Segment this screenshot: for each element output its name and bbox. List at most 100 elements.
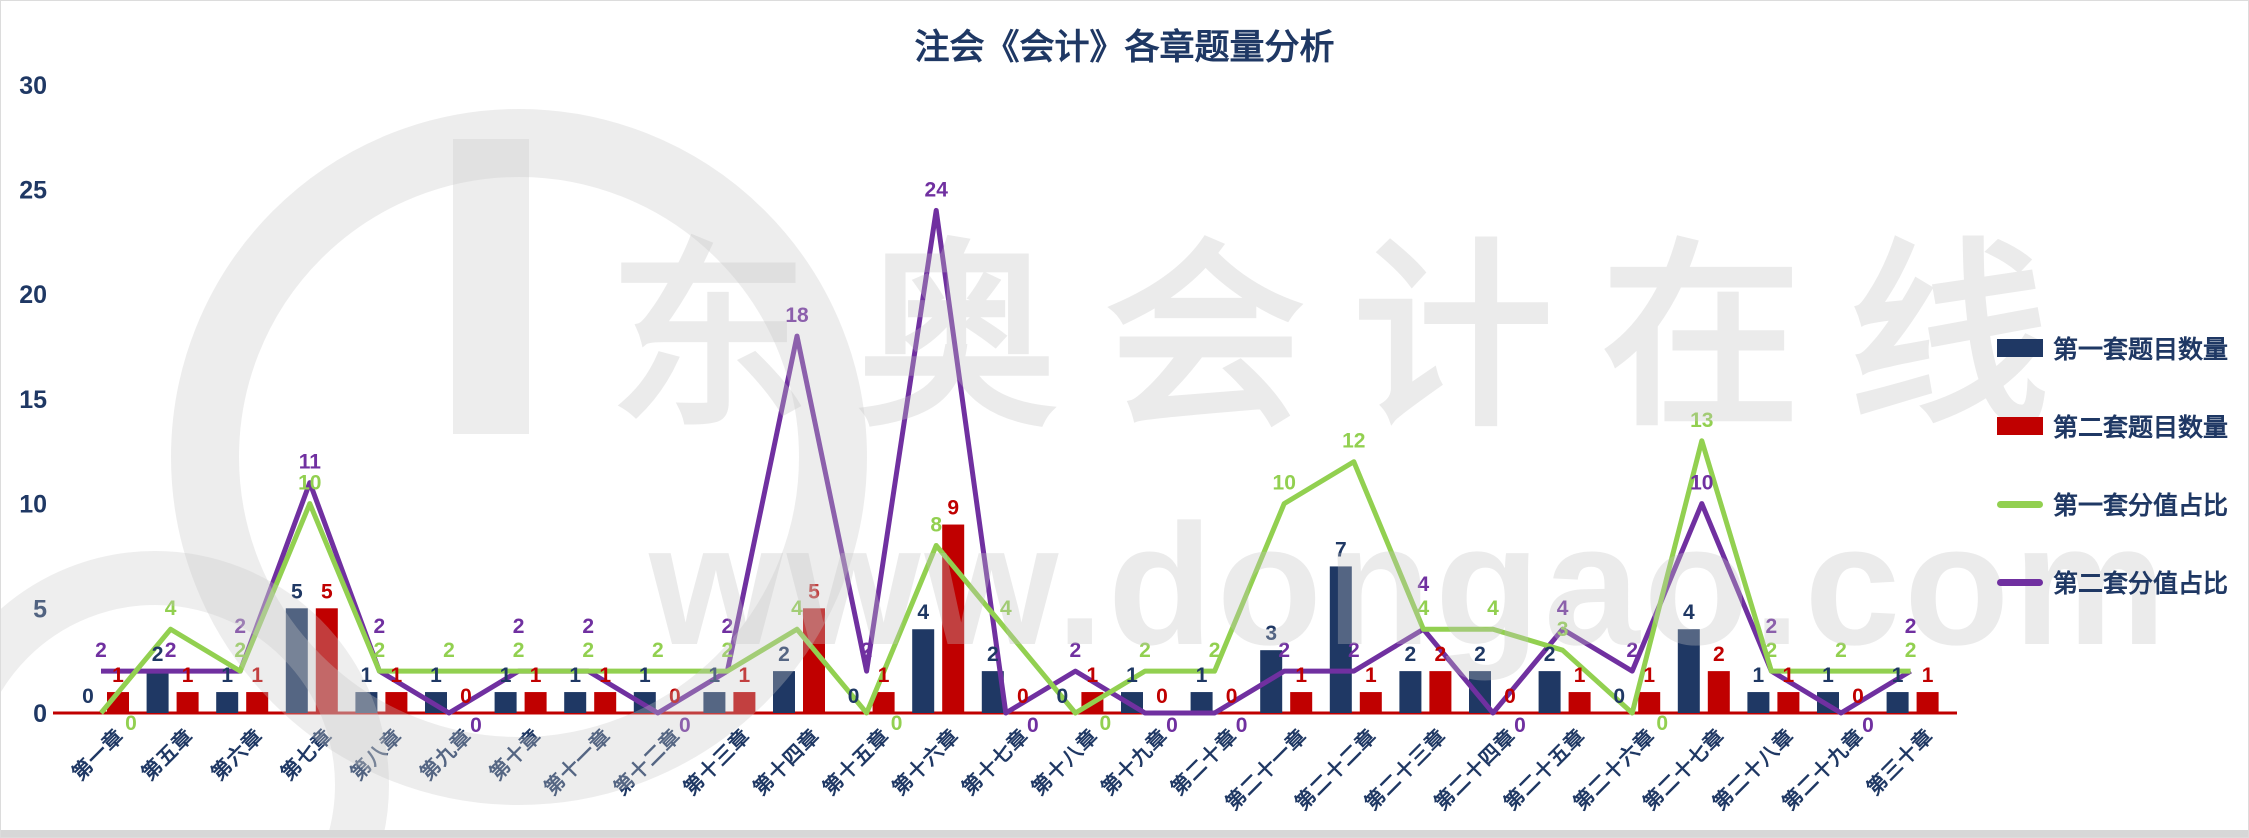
svg-text:第五章: 第五章 [137, 724, 199, 786]
bar-set2 [1638, 692, 1661, 713]
svg-text:0: 0 [1613, 685, 1625, 708]
svg-text:2: 2 [1766, 615, 1778, 638]
svg-text:1: 1 [599, 664, 611, 687]
svg-text:25: 25 [19, 177, 47, 205]
svg-text:2: 2 [1348, 639, 1360, 662]
svg-text:0: 0 [1656, 712, 1668, 735]
svg-text:1: 1 [569, 664, 581, 687]
svg-text:1: 1 [1892, 664, 1904, 687]
svg-text:4: 4 [1487, 597, 1499, 620]
legend-label-set1-count: 第一套题目数量 [2053, 336, 2229, 364]
svg-text:1: 1 [500, 664, 512, 687]
svg-text:第十章: 第十章 [485, 724, 547, 786]
svg-text:0: 0 [848, 685, 860, 708]
bar-set1 [981, 671, 1004, 713]
bar-set1 [1538, 671, 1561, 713]
svg-text:2: 2 [1766, 639, 1778, 662]
svg-text:0: 0 [1226, 685, 1238, 708]
bar-set1 [1747, 692, 1770, 713]
svg-text:4: 4 [917, 601, 929, 624]
svg-text:1: 1 [112, 664, 124, 687]
svg-text:0: 0 [1852, 685, 1864, 708]
line-set2-score [101, 207, 1912, 716]
svg-text:2: 2 [1626, 639, 1638, 662]
svg-text:2: 2 [443, 639, 455, 662]
svg-text:0: 0 [1100, 712, 1112, 735]
x-axis-labels: 第一章 第五章 第六章 第七章 第八章 第九章 第十章第十一章第十二章第十三章第十四章第十五… [67, 724, 1938, 815]
svg-text:1: 1 [530, 664, 542, 687]
svg-text:1: 1 [1196, 664, 1208, 687]
svg-text:第十六章: 第十六章 [887, 724, 963, 800]
svg-text:0: 0 [1017, 685, 1029, 708]
bar-set1 [285, 608, 308, 713]
svg-text:第八章: 第八章 [345, 724, 407, 786]
svg-text:0: 0 [1504, 685, 1516, 708]
bar-set1 [1190, 692, 1213, 713]
legend-swatch-red-bar [1997, 417, 2043, 435]
bar-set1 [1677, 629, 1700, 713]
bar-set1 [494, 692, 517, 713]
svg-text:2: 2 [1835, 639, 1847, 662]
bar-set2 [1359, 692, 1382, 713]
svg-text:第十五章: 第十五章 [818, 724, 894, 800]
svg-text:12: 12 [1342, 430, 1365, 453]
svg-text:5: 5 [808, 580, 820, 603]
svg-text:第十二章: 第十二章 [609, 724, 685, 800]
svg-text:3: 3 [1265, 622, 1277, 645]
bar-set2 [803, 608, 825, 713]
svg-text:第六章: 第六章 [206, 724, 268, 786]
bar-set1 [1399, 671, 1422, 713]
svg-text:2: 2 [152, 643, 164, 666]
svg-text:4: 4 [1418, 573, 1430, 596]
svg-text:2: 2 [165, 639, 177, 662]
svg-text:5: 5 [321, 580, 333, 603]
svg-text:1: 1 [1922, 664, 1934, 687]
svg-text:4: 4 [1683, 601, 1695, 624]
svg-text:0: 0 [1236, 714, 1248, 737]
svg-text:0: 0 [1156, 685, 1168, 708]
bar-set2 [1429, 671, 1452, 713]
svg-text:1: 1 [709, 664, 721, 687]
svg-text:1: 1 [878, 664, 890, 687]
bar-set2 [1290, 692, 1313, 713]
svg-text:20: 20 [19, 281, 47, 309]
svg-text:24: 24 [925, 178, 949, 201]
svg-text:1: 1 [1126, 664, 1138, 687]
svg-text:2: 2 [861, 639, 873, 662]
svg-text:0: 0 [125, 712, 137, 735]
bar-set2 [872, 692, 895, 713]
svg-text:1: 1 [1087, 664, 1099, 687]
bar-set2 [1777, 692, 1800, 713]
svg-text:0: 0 [1862, 714, 1874, 737]
bar-set1 [216, 692, 239, 713]
svg-text:2: 2 [582, 639, 594, 662]
bar-set2 [594, 692, 617, 713]
svg-text:第一章: 第一章 [67, 724, 129, 786]
bar-set1 [773, 671, 795, 713]
svg-text:2: 2 [513, 615, 525, 638]
svg-text:1: 1 [361, 664, 373, 687]
svg-text:2: 2 [987, 643, 999, 666]
bar-set2 [1568, 692, 1591, 713]
bar-set2 [246, 692, 269, 713]
svg-text:2: 2 [1139, 639, 1151, 662]
bar-set2 [385, 692, 408, 713]
bottom-strip [1, 830, 2248, 837]
legend-item-set1-count: 第一套题目数量 [1997, 331, 2228, 365]
svg-text:2: 2 [652, 639, 664, 662]
svg-text:4: 4 [165, 597, 177, 620]
svg-text:3: 3 [1557, 618, 1569, 641]
svg-text:10: 10 [1273, 472, 1296, 495]
svg-text:0: 0 [33, 700, 47, 728]
bar-set1 [912, 629, 935, 713]
svg-text:5: 5 [291, 580, 303, 603]
svg-text:2: 2 [778, 643, 790, 666]
svg-text:第十四章: 第十四章 [748, 724, 824, 800]
svg-text:0: 0 [891, 712, 903, 735]
bar-set2 [176, 692, 199, 713]
svg-text:13: 13 [1690, 409, 1713, 432]
svg-text:4: 4 [1557, 597, 1569, 620]
svg-text:1: 1 [1783, 664, 1795, 687]
svg-text:2: 2 [1713, 643, 1725, 666]
svg-text:2: 2 [234, 639, 246, 662]
